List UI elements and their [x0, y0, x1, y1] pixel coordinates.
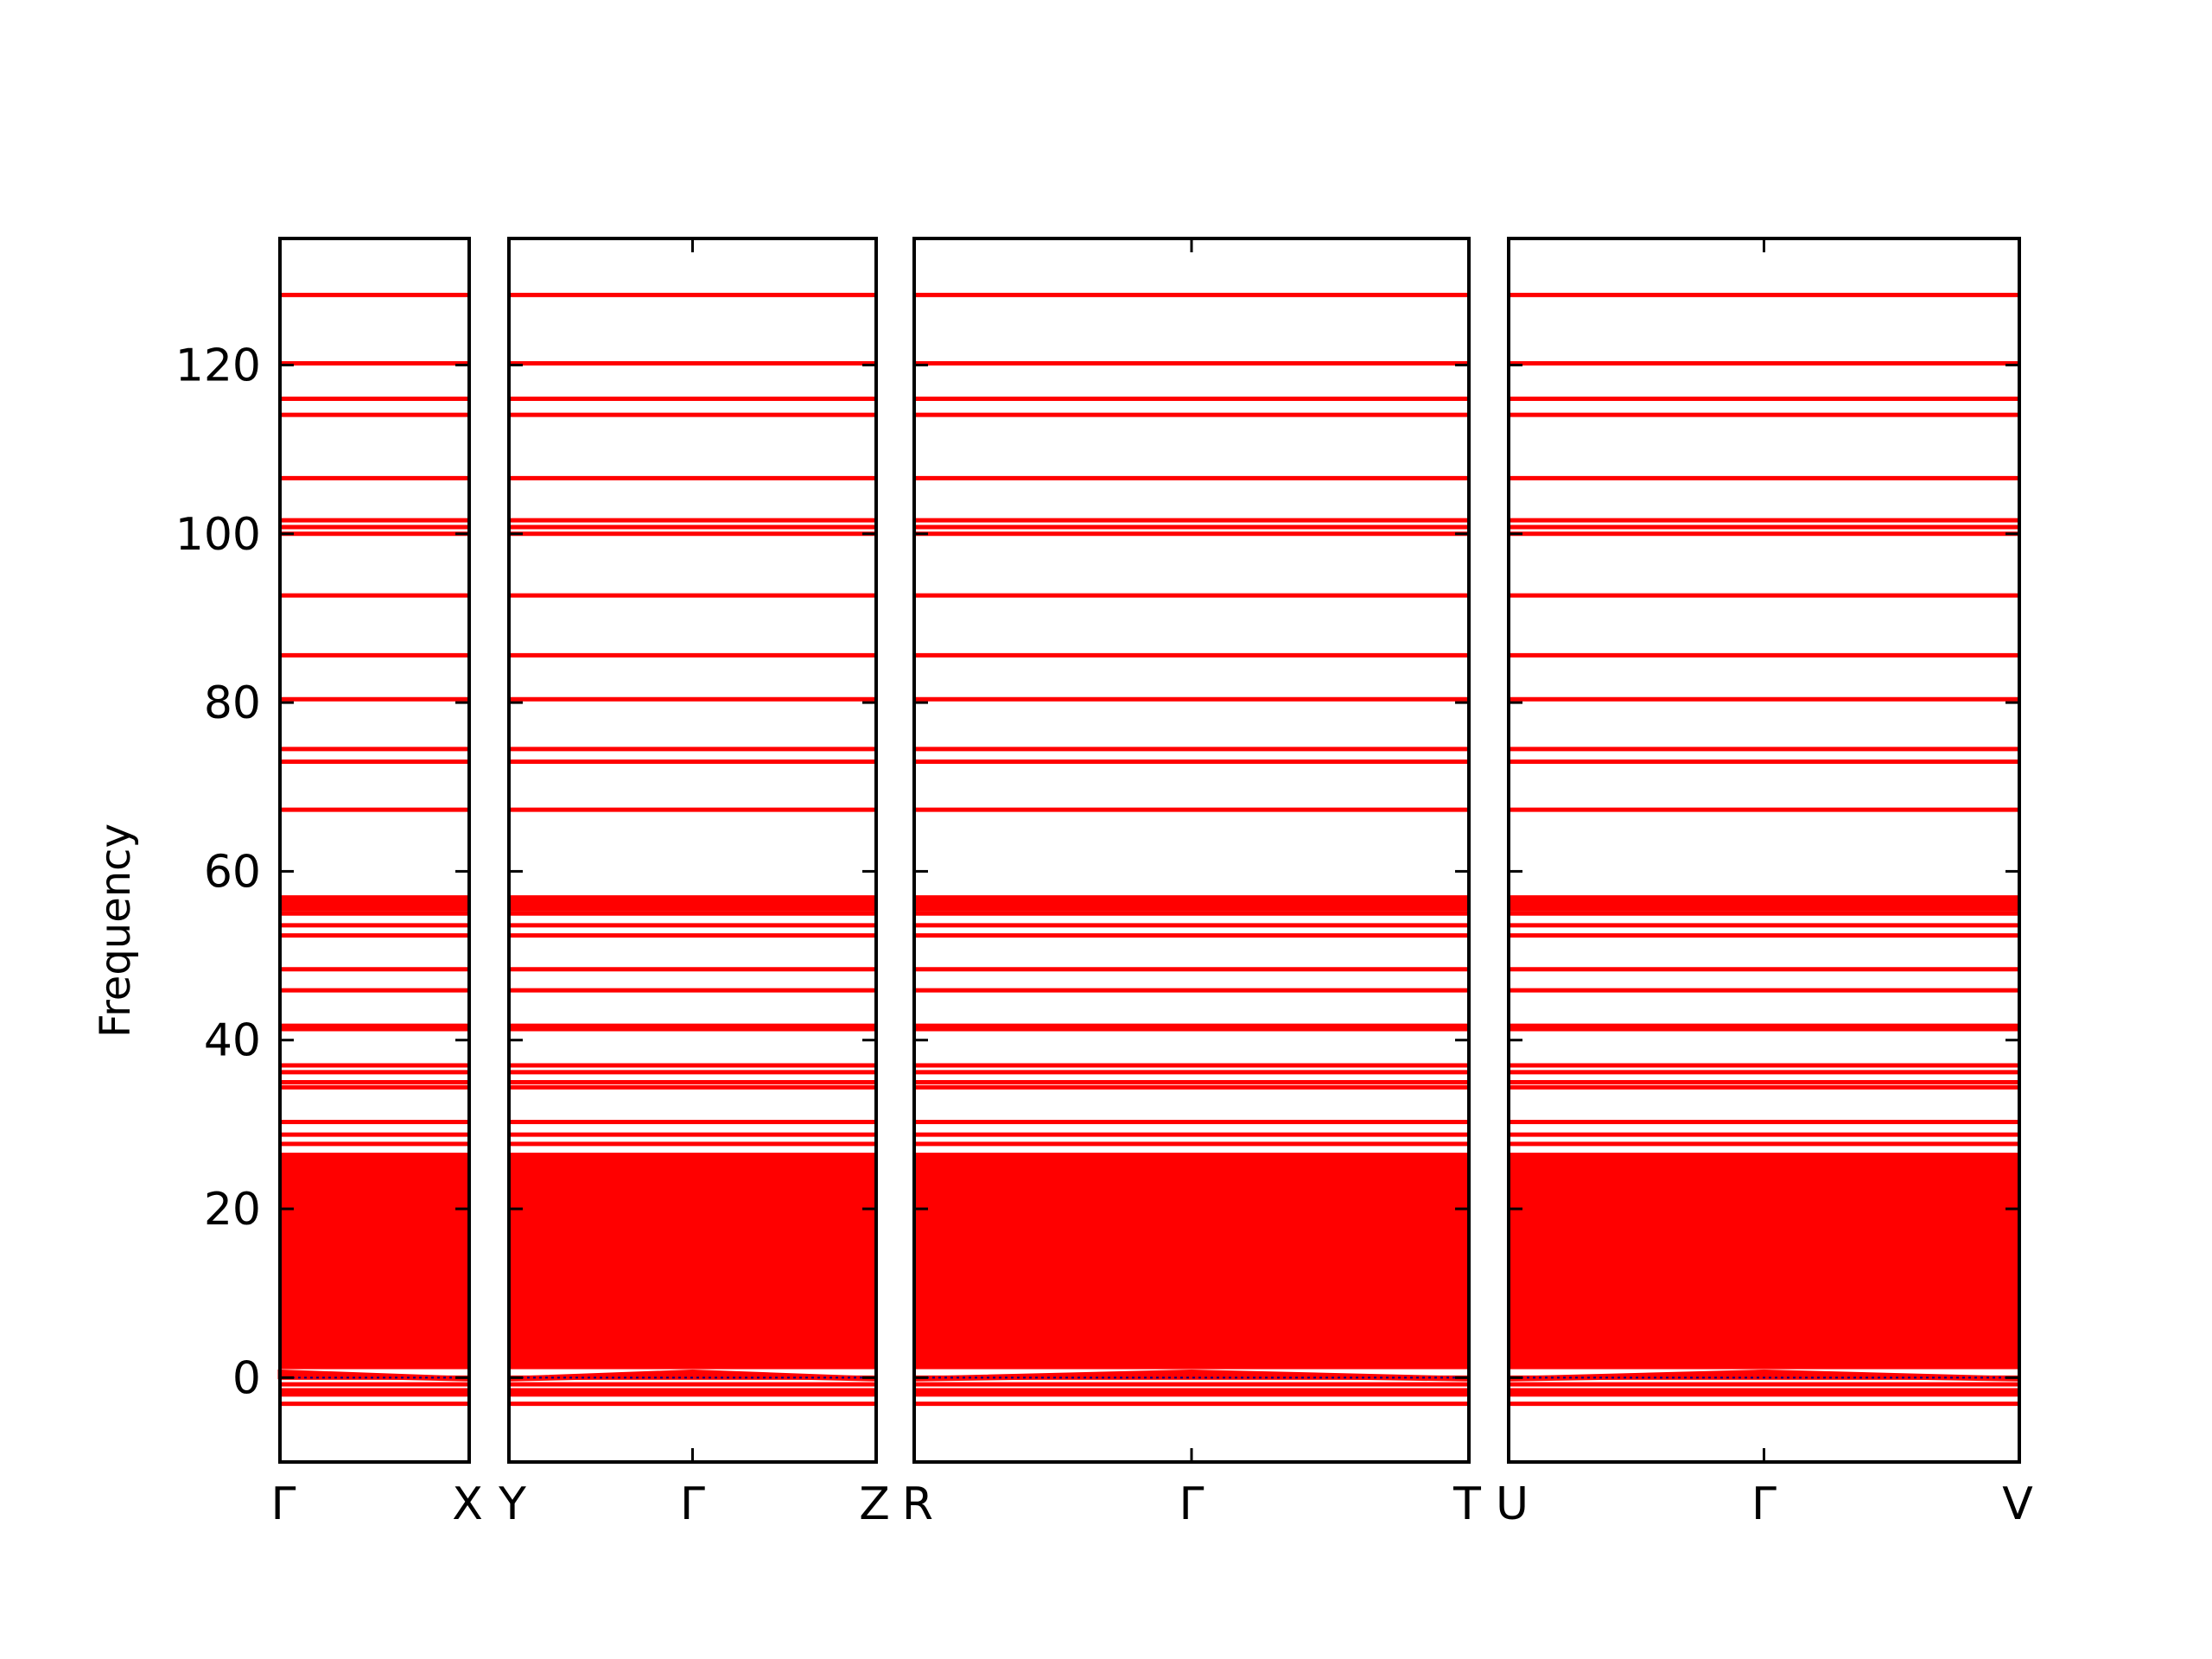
dense-band-region — [280, 1156, 469, 1370]
x-tick-label: U — [1496, 1478, 1529, 1530]
panel-frame — [278, 237, 471, 1464]
y-tick-label: 80 — [204, 677, 261, 729]
y-tick-label: 60 — [204, 846, 261, 898]
x-tick-label: Γ — [680, 1478, 705, 1530]
dense-band-region — [509, 1156, 876, 1370]
dense-band-region — [1509, 1156, 2019, 1370]
dense-band-region — [914, 1156, 1469, 1370]
y-axis-label: Frequency — [92, 823, 140, 1038]
y-tick-label: 20 — [204, 1184, 261, 1236]
x-tick-label: V — [2002, 1478, 2033, 1530]
y-tick-label: 0 — [232, 1352, 261, 1404]
x-tick-label: Y — [498, 1478, 526, 1530]
x-tick-label: X — [452, 1478, 483, 1530]
x-tick-label: Γ — [271, 1478, 296, 1530]
y-tick-label: 100 — [175, 509, 261, 561]
y-tick-label: 120 — [175, 340, 261, 391]
x-tick-label: T — [1452, 1478, 1481, 1530]
y-axis: 0 20 40 60 80 100 120 — [175, 340, 261, 1404]
x-tick-label: Z — [859, 1478, 890, 1530]
x-tick-label: Γ — [1751, 1478, 1777, 1530]
x-tick-label: Γ — [1179, 1478, 1205, 1530]
x-tick-label: R — [902, 1478, 933, 1530]
y-tick-label: 40 — [204, 1015, 261, 1067]
